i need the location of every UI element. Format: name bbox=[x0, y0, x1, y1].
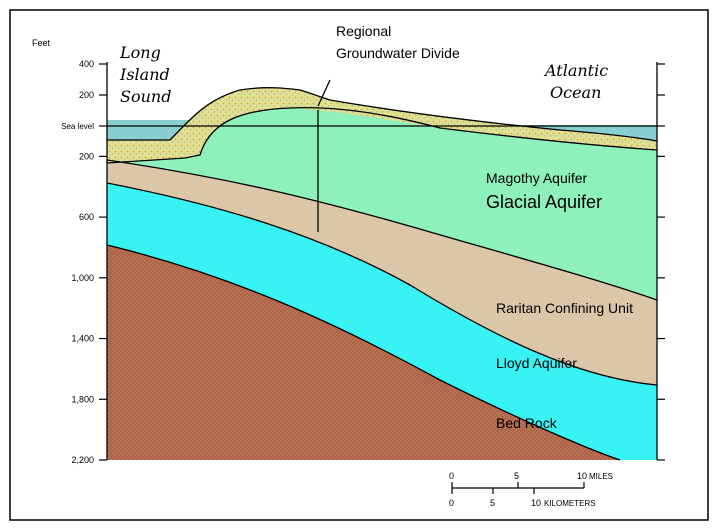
label-long-island-sound-3: Sound bbox=[120, 87, 171, 106]
label-divide-1: Regional bbox=[336, 23, 391, 39]
label-long-island-sound-2: Island bbox=[119, 65, 170, 84]
scale-miles-0: 0 bbox=[449, 471, 454, 481]
axis-tick-label: 200 bbox=[79, 90, 94, 100]
scale-km-5: 5 bbox=[490, 498, 495, 508]
label-atlantic-ocean-1: Atlantic bbox=[543, 61, 608, 80]
axis-unit-label: Feet bbox=[32, 38, 51, 48]
layer-boundaries bbox=[106, 79, 658, 461]
scale-km-0: 0 bbox=[449, 498, 454, 508]
axis-tick-label: 600 bbox=[79, 212, 94, 222]
right-axis bbox=[656, 62, 665, 461]
scale-km-unit: KILOMETERS bbox=[544, 499, 596, 508]
scale-miles-unit: MILES bbox=[589, 472, 613, 481]
axis-tick-label: 1,000 bbox=[71, 273, 94, 283]
land-surface-line bbox=[107, 87, 658, 142]
label-bedrock: Bed Rock bbox=[496, 415, 558, 431]
divide-leader-line bbox=[317, 79, 331, 107]
glacial-aquifer-layer bbox=[107, 87, 657, 163]
axis-tick-label: 1,800 bbox=[71, 394, 94, 404]
bedrock-top-line bbox=[106, 244, 621, 461]
scale-miles-10: 10 bbox=[577, 471, 587, 481]
scale-bar: 0 5 10 MILES 0 5 10 KILOMETERS bbox=[449, 471, 613, 508]
label-long-island-sound-1: Long bbox=[119, 43, 161, 62]
scale-km-10: 10 bbox=[531, 498, 541, 508]
label-lloyd: Lloyd Aquifer bbox=[496, 355, 577, 371]
axis-tick-label: 2,200 bbox=[71, 455, 94, 465]
label-divide-2: Groundwater Divide bbox=[336, 45, 460, 61]
label-glacial: Glacial Aquifer bbox=[486, 192, 602, 212]
depth-axis bbox=[99, 62, 108, 461]
glacial-base-line bbox=[106, 107, 658, 164]
raritan-base-line bbox=[106, 182, 658, 386]
outer-frame bbox=[9, 9, 709, 521]
axis-tick-label: 200 bbox=[79, 151, 94, 161]
magothy-base-line bbox=[106, 159, 658, 301]
scale-miles-5: 5 bbox=[514, 471, 519, 481]
axis-tick-label: Sea level bbox=[61, 122, 94, 131]
label-atlantic-ocean-2: Ocean bbox=[550, 83, 601, 102]
sea-water-layer bbox=[107, 120, 657, 140]
lloyd-aquifer-layer bbox=[107, 183, 657, 460]
axis-tick-label: 1,400 bbox=[71, 334, 94, 344]
bedrock-layer bbox=[107, 245, 620, 460]
magothy-aquifer-layer bbox=[107, 105, 657, 301]
axis-tick-label: 400 bbox=[79, 59, 94, 69]
label-magothy: Magothy Aquifer bbox=[486, 170, 588, 186]
label-raritan: Raritan Confining Unit bbox=[496, 300, 633, 316]
